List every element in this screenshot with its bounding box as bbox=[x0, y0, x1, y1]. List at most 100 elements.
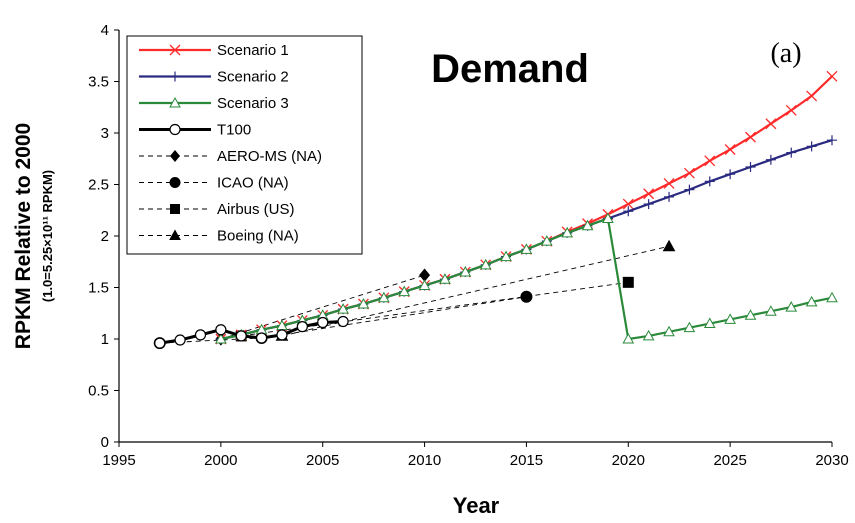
data-point bbox=[439, 273, 451, 284]
series-airbus-us bbox=[235, 276, 634, 342]
legend-label: Scenario 1 bbox=[217, 42, 289, 59]
y-axis-subtitle: (1.0=5.25×10¹¹ RPKM) bbox=[40, 170, 55, 302]
legend-item: Scenario 1 bbox=[139, 42, 289, 59]
data-point bbox=[683, 321, 696, 333]
legend-swatch-marker bbox=[170, 150, 180, 162]
data-point bbox=[745, 131, 756, 143]
data-point bbox=[663, 325, 675, 337]
data-point bbox=[806, 141, 817, 152]
data-point bbox=[194, 329, 207, 341]
data-point bbox=[174, 334, 186, 346]
data-point bbox=[662, 239, 676, 252]
data-point bbox=[765, 305, 777, 316]
legend-item: Boeing (NA) bbox=[139, 228, 299, 245]
series-line bbox=[159, 319, 344, 345]
data-point bbox=[704, 176, 715, 187]
data-point bbox=[418, 279, 431, 290]
data-point bbox=[724, 313, 736, 324]
legend-label: Airbus (US) bbox=[217, 201, 295, 218]
data-point bbox=[337, 303, 349, 314]
legend-item: Scenario 2 bbox=[139, 69, 289, 86]
panel-label: (a) bbox=[770, 38, 801, 69]
y-tick-label: 2 bbox=[101, 228, 109, 245]
data-point bbox=[296, 321, 308, 333]
data-point bbox=[398, 285, 411, 297]
legend-box bbox=[126, 35, 363, 255]
legend-item: ICAO (NA) bbox=[139, 175, 289, 192]
data-point bbox=[703, 317, 716, 329]
data-point bbox=[520, 243, 533, 254]
legend-swatch-marker bbox=[169, 96, 181, 108]
data-point bbox=[337, 315, 349, 328]
data-point bbox=[602, 212, 614, 223]
data-point bbox=[520, 290, 533, 303]
legend-swatch-marker bbox=[169, 229, 181, 240]
legend: Scenario 1 Scenario 2 Scenario 3 T100 AERO-M… bbox=[126, 35, 363, 255]
legend-label: T100 bbox=[217, 122, 251, 139]
data-point bbox=[663, 178, 675, 189]
legend-item: Scenario 3 bbox=[139, 95, 289, 112]
series-t100 bbox=[154, 315, 349, 349]
y-axis-title: RPKM Relative to 2000 bbox=[12, 123, 35, 349]
data-point bbox=[377, 291, 390, 303]
legend-label: AERO-MS (NA) bbox=[217, 148, 322, 165]
data-point bbox=[643, 188, 655, 200]
legend-item: Airbus (US) bbox=[139, 201, 295, 218]
data-point bbox=[357, 297, 370, 309]
x-tick-label: 2025 bbox=[713, 452, 746, 469]
y-tick-label: 3 bbox=[101, 125, 109, 142]
data-point bbox=[684, 184, 695, 195]
data-point bbox=[785, 104, 797, 116]
legend-item: T100 bbox=[139, 122, 251, 139]
data-point bbox=[215, 324, 227, 336]
data-point bbox=[622, 276, 634, 288]
data-point bbox=[664, 191, 675, 202]
data-point bbox=[643, 199, 654, 210]
data-point bbox=[704, 155, 716, 167]
legend-swatch-marker bbox=[169, 44, 181, 56]
legend-swatch-marker bbox=[169, 177, 181, 188]
legend-swatch-marker bbox=[169, 123, 181, 136]
data-point bbox=[500, 250, 512, 262]
data-point bbox=[724, 144, 736, 155]
data-point bbox=[561, 226, 574, 238]
data-point bbox=[826, 291, 838, 303]
data-point bbox=[154, 337, 166, 349]
y-tick-label: 2.5 bbox=[88, 177, 109, 194]
data-point bbox=[623, 206, 634, 217]
y-tick-label: 3.5 bbox=[88, 74, 109, 91]
data-point bbox=[826, 70, 838, 82]
x-tick-label: 2015 bbox=[510, 452, 543, 469]
axes: 0 0.5 1 1.5 2 2.5 3 3.5 4 1995 2000 2005 2010 2015 202… bbox=[88, 22, 849, 469]
series-layer bbox=[153, 70, 838, 350]
data-point bbox=[479, 258, 492, 270]
data-point bbox=[235, 330, 247, 342]
data-point bbox=[622, 332, 635, 344]
y-tick-label: 4 bbox=[101, 22, 109, 39]
data-point bbox=[745, 161, 756, 172]
legend-item: AERO-MS (NA) bbox=[139, 148, 322, 165]
data-point bbox=[786, 147, 797, 158]
y-tick-label: 0.5 bbox=[88, 383, 109, 400]
legend-label: Scenario 2 bbox=[217, 69, 289, 86]
data-point bbox=[540, 235, 553, 246]
data-point bbox=[765, 154, 776, 165]
data-point bbox=[317, 316, 329, 329]
data-point bbox=[622, 198, 634, 210]
legend-swatch-marker bbox=[170, 71, 180, 82]
series-line bbox=[220, 274, 425, 340]
x-tick-label: 2010 bbox=[408, 452, 441, 469]
data-point bbox=[215, 332, 227, 344]
y-tick-label: 1.5 bbox=[88, 280, 109, 297]
data-point bbox=[805, 295, 818, 307]
data-point bbox=[785, 301, 798, 312]
x-axis-title: Year bbox=[453, 493, 500, 518]
legend-label: Boeing (NA) bbox=[217, 228, 299, 245]
data-point bbox=[827, 135, 837, 146]
x-tick-label: 2005 bbox=[306, 452, 339, 469]
y-tick-label: 0 bbox=[101, 434, 109, 451]
data-point bbox=[683, 167, 695, 179]
legend-label: ICAO (NA) bbox=[217, 175, 289, 192]
data-point bbox=[256, 332, 268, 344]
